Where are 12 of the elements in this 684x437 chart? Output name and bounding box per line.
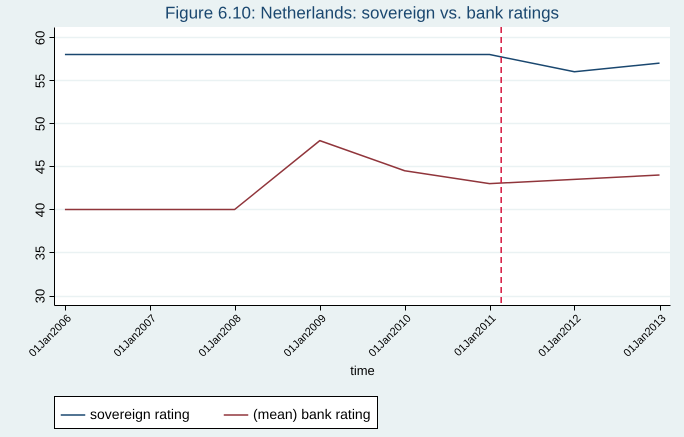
y-tick-label: 50: [32, 116, 48, 132]
y-tick-label: 60: [32, 30, 48, 46]
y-tick-label: 40: [32, 202, 48, 218]
chart-title: Figure 6.10: Netherlands: sovereign vs. bank ratings: [164, 3, 560, 22]
x-axis-title: time: [350, 362, 375, 378]
y-tick-label: 55: [32, 74, 48, 88]
legend-label: (mean) bank rating: [253, 406, 371, 422]
y-tick-label: 30: [32, 288, 48, 304]
line-series: [64, 140, 660, 210]
legend-label: sovereign rating: [90, 406, 190, 422]
y-tick-label: 45: [32, 160, 48, 174]
y-tick-label: 35: [32, 246, 48, 260]
